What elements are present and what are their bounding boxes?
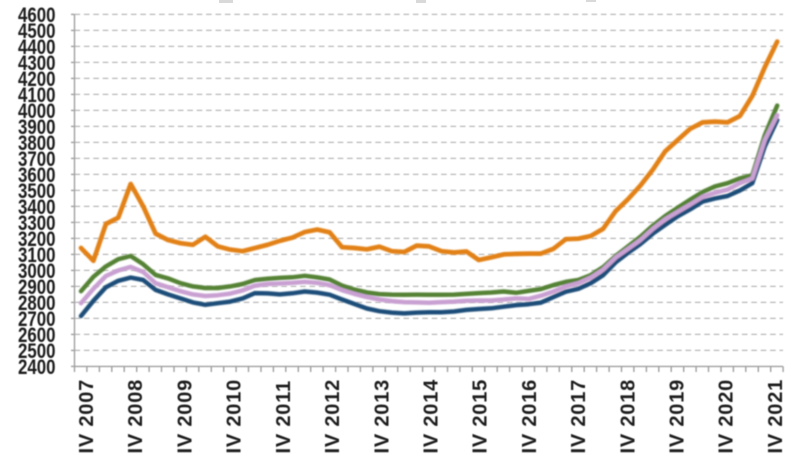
svg-text:IV 2009: IV 2009 bbox=[174, 379, 196, 454]
svg-text:3900: 3900 bbox=[18, 115, 56, 139]
svg-text:IV 2021: IV 2021 bbox=[765, 379, 787, 454]
svg-text:4600: 4600 bbox=[18, 3, 56, 27]
svg-text:3200: 3200 bbox=[18, 227, 56, 251]
svg-text:4500: 4500 bbox=[18, 19, 56, 43]
svg-text:4400: 4400 bbox=[18, 35, 56, 59]
svg-text:2600: 2600 bbox=[18, 323, 56, 347]
svg-text:3700: 3700 bbox=[18, 147, 56, 171]
svg-text:IV 2014: IV 2014 bbox=[421, 379, 443, 454]
svg-text:IV 2020: IV 2020 bbox=[716, 379, 738, 454]
svg-text:IV 2008: IV 2008 bbox=[125, 379, 147, 454]
svg-text:IV 2016: IV 2016 bbox=[519, 379, 541, 454]
svg-text:4000: 4000 bbox=[18, 99, 56, 123]
svg-text:IV 2019: IV 2019 bbox=[667, 379, 689, 454]
svg-text:IV 2017: IV 2017 bbox=[568, 379, 590, 454]
svg-text:3000: 3000 bbox=[18, 259, 56, 283]
svg-text:3800: 3800 bbox=[18, 131, 56, 155]
svg-text:4300: 4300 bbox=[18, 51, 56, 75]
svg-text:3500: 3500 bbox=[18, 179, 56, 203]
svg-text:2800: 2800 bbox=[18, 291, 56, 315]
svg-text:3300: 3300 bbox=[18, 211, 56, 235]
svg-text:2900: 2900 bbox=[18, 275, 56, 299]
svg-text:IV 2007: IV 2007 bbox=[76, 379, 98, 454]
svg-text:4100: 4100 bbox=[18, 83, 56, 107]
svg-text:4200: 4200 bbox=[18, 67, 56, 91]
svg-text:IV 2018: IV 2018 bbox=[617, 379, 639, 454]
svg-text:IV 2015: IV 2015 bbox=[470, 379, 492, 454]
svg-text:IV 2013: IV 2013 bbox=[371, 379, 393, 454]
svg-text:3600: 3600 bbox=[18, 163, 56, 187]
svg-text:IV 2012: IV 2012 bbox=[322, 379, 344, 454]
svg-text:IV 2011: IV 2011 bbox=[273, 380, 295, 453]
svg-text:2500: 2500 bbox=[18, 339, 56, 363]
svg-text:IV 2010: IV 2010 bbox=[224, 379, 246, 454]
svg-text:2700: 2700 bbox=[18, 307, 56, 331]
svg-text:3100: 3100 bbox=[18, 243, 56, 267]
svg-text:2400: 2400 bbox=[18, 355, 56, 379]
svg-text:3400: 3400 bbox=[18, 195, 56, 219]
